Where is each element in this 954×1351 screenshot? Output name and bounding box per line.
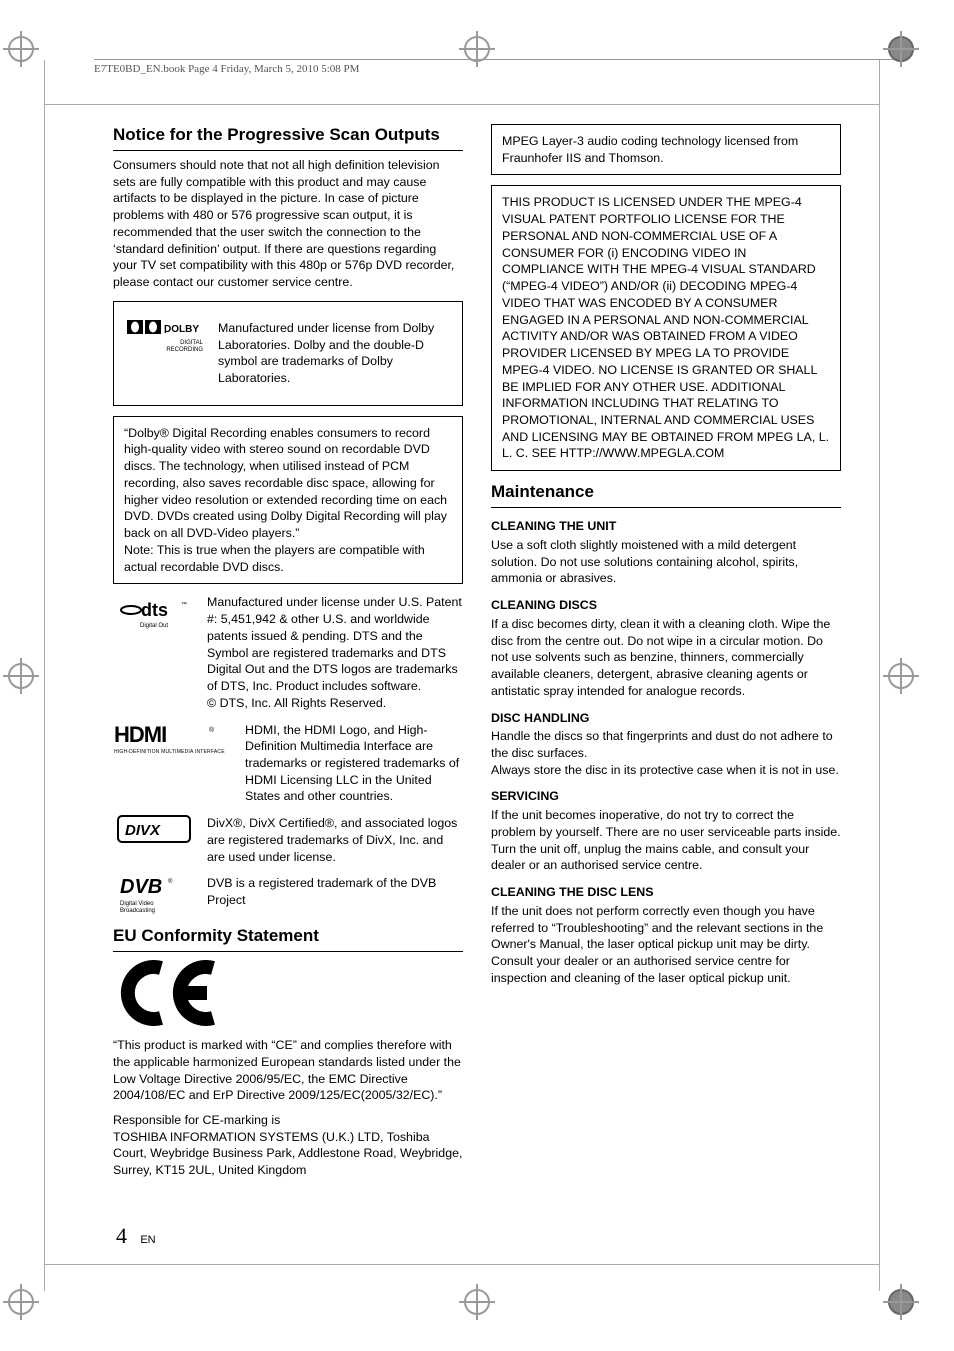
hdmi-row: HDMI ® HIGH-DEFINITION MULTIMEDIA INTERF… — [113, 722, 463, 806]
svg-text:DIVX: DIVX — [125, 822, 161, 839]
mpeg3-text: MPEG Layer-3 audio coding technology lic… — [502, 134, 798, 165]
page-lang: EN — [140, 1234, 155, 1246]
svg-text:HDMI: HDMI — [114, 722, 166, 747]
servicing-text: If the unit becomes inoperative, do not … — [491, 807, 841, 874]
crop-mark-icon — [464, 36, 490, 62]
cleaning-unit-heading: CLEANING THE UNIT — [491, 518, 841, 535]
svg-text:®: ® — [209, 726, 215, 734]
lens-text: If the unit does not perform correctly e… — [491, 903, 841, 987]
crop-mark-icon — [888, 36, 914, 62]
svg-text:DVB: DVB — [120, 876, 162, 898]
dolby-note: Note: This is true when the players are … — [124, 543, 425, 574]
ce-mark-icon — [113, 960, 463, 1031]
dvb-text: DVB is a registered trademark of the DVB… — [207, 875, 463, 908]
page-number-value: 4 — [116, 1223, 127, 1248]
dolby-recording-text: “Dolby® Digital Recording enables consum… — [124, 426, 447, 540]
crop-mark-icon — [8, 1289, 34, 1315]
dolby-license: Manufactured under license from Dolby La… — [218, 320, 452, 387]
crop-mark-icon — [8, 36, 34, 62]
disc-handling-text: Handle the discs so that fingerprints an… — [491, 728, 841, 778]
hdmi-logo-icon: HDMI ® HIGH-DEFINITION MULTIMEDIA INTERF… — [113, 722, 233, 758]
progressive-body: Consumers should note that not all high … — [113, 157, 463, 291]
cleaning-discs-heading: CLEANING DISCS — [491, 597, 841, 614]
svg-text:Digital Video: Digital Video — [120, 901, 154, 907]
cleaning-unit-text: Use a soft cloth slightly moistened with… — [491, 537, 841, 587]
mpeg4-text: THIS PRODUCT IS LICENSED UNDER THE MPEG-… — [502, 195, 829, 460]
dvb-logo-icon: DVB ® Digital Video Broadcasting — [113, 875, 195, 915]
servicing-heading: SERVICING — [491, 788, 841, 805]
eu-title: EU Conformity Statement — [113, 925, 463, 952]
svg-text:DOLBY: DOLBY — [164, 324, 199, 335]
header-note: E7TE0BD_EN.book Page 4 Friday, March 5, … — [94, 59, 894, 77]
right-column: MPEG Layer-3 audio coding technology lic… — [491, 124, 841, 1187]
disc-handling-heading: DISC HANDLING — [491, 710, 841, 727]
dolby-box: DOLBY . DIGITAL RECORDING Manufactured u… — [113, 301, 463, 406]
frame-line — [44, 1264, 880, 1265]
dts-text: Manufactured under license under U.S. Pa… — [207, 594, 463, 711]
crop-mark-icon — [888, 663, 914, 689]
maintenance-title: Maintenance — [491, 481, 841, 508]
svg-text:dts: dts — [141, 600, 168, 620]
svg-text:™: ™ — [181, 601, 187, 608]
dts-logo-icon: dts ™ Digital Out — [113, 594, 195, 630]
page-content: Notice for the Progressive Scan Outputs … — [113, 124, 841, 1187]
left-column: Notice for the Progressive Scan Outputs … — [113, 124, 463, 1187]
page-number: 4 EN — [116, 1221, 156, 1251]
crop-mark-icon — [464, 1289, 490, 1315]
frame-line — [879, 60, 880, 1291]
progressive-title: Notice for the Progressive Scan Outputs — [113, 124, 463, 151]
crop-mark-icon — [8, 663, 34, 689]
dolby-logo-icon: DOLBY . DIGITAL RECORDING — [124, 320, 206, 354]
svg-text:.: . — [164, 325, 167, 336]
svg-text:DIGITAL: DIGITAL — [180, 340, 203, 346]
lens-heading: CLEANING THE DISC LENS — [491, 884, 841, 901]
eu-body: “This product is marked with “CE” and co… — [113, 1037, 463, 1104]
divx-logo-icon: DIVX — [113, 815, 195, 845]
svg-text:RECORDING: RECORDING — [166, 347, 203, 353]
mpeg4-box: THIS PRODUCT IS LICENSED UNDER THE MPEG-… — [491, 185, 841, 471]
frame-line — [44, 60, 45, 1291]
frame-line — [44, 104, 880, 105]
svg-text:HIGH-DEFINITION MULTIMEDIA INT: HIGH-DEFINITION MULTIMEDIA INTERFACE — [114, 749, 225, 755]
mpeg3-box: MPEG Layer-3 audio coding technology lic… — [491, 124, 841, 175]
divx-row: DIVX DivX®, DivX Certified®, and associa… — [113, 815, 463, 865]
crop-mark-icon — [888, 1289, 914, 1315]
hdmi-text: HDMI, the HDMI Logo, and High-Definition… — [245, 722, 463, 806]
svg-text:Digital Out: Digital Out — [140, 623, 168, 629]
svg-text:Broadcasting: Broadcasting — [120, 908, 155, 914]
dts-row: dts ™ Digital Out Manufactured under lic… — [113, 594, 463, 711]
cleaning-discs-text: If a disc becomes dirty, clean it with a… — [491, 616, 841, 700]
dolby-recording-box: “Dolby® Digital Recording enables consum… — [113, 416, 463, 585]
eu-responsible: Responsible for CE-marking is TOSHIBA IN… — [113, 1112, 463, 1179]
divx-text: DivX®, DivX Certified®, and associated l… — [207, 815, 463, 865]
svg-text:®: ® — [168, 878, 173, 885]
dvb-row: DVB ® Digital Video Broadcasting DVB is … — [113, 875, 463, 915]
